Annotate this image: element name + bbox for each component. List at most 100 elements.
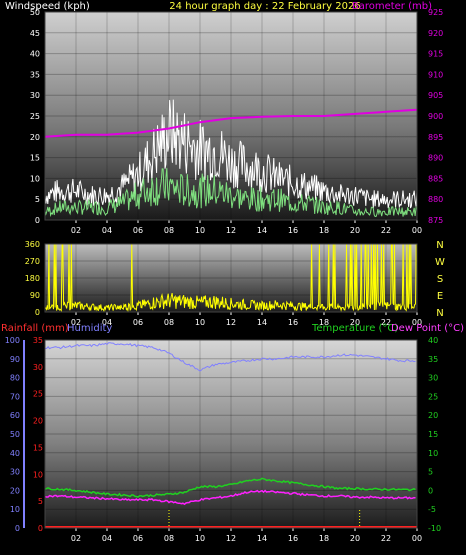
x-tick-label: 06 xyxy=(133,318,143,327)
x-tick-label: 00 xyxy=(412,534,422,543)
temperature-tick-label: 15 xyxy=(428,430,438,439)
x-tick-label: 04 xyxy=(102,318,112,327)
wind-average-series xyxy=(44,168,418,218)
compass-label: S xyxy=(437,274,443,285)
panel-border xyxy=(44,243,418,313)
x-tick-label: 00 xyxy=(412,318,422,327)
humidity-tick-label: 30 xyxy=(10,468,20,477)
windspeed-tick-label: 30 xyxy=(30,91,40,100)
rainfall-tick-label: 15 xyxy=(33,443,43,452)
temperature-tick-label: 0 xyxy=(428,486,433,495)
windspeed-axis-title: Windspeed (kph) xyxy=(5,1,90,12)
panel-border xyxy=(44,339,418,529)
rainfall-axis-title: Rainfall (mm) xyxy=(1,323,69,334)
rainfall-tick-label: 10 xyxy=(33,470,43,479)
x-tick-label: 20 xyxy=(350,226,360,235)
windspeed-tick-label: 25 xyxy=(30,112,40,121)
x-tick-label: 18 xyxy=(319,534,329,543)
x-tick-label: 18 xyxy=(319,226,329,235)
humidity-axis-title: Humidity xyxy=(67,323,112,334)
dewpoint-series xyxy=(44,489,416,506)
compass-label: E xyxy=(437,291,443,302)
humidity-tick-label: 100 xyxy=(5,336,20,345)
rainfall-tick-label: 5 xyxy=(38,497,43,506)
barometer-tick-label: 910 xyxy=(428,70,443,79)
rainfall-tick-label: 0 xyxy=(38,524,43,533)
chart-title: 24 hour graph day : 22 February 2026 xyxy=(169,1,360,12)
wind-direction-series xyxy=(44,243,417,313)
x-tick-label: 16 xyxy=(288,226,298,235)
temperature-tick-label: 5 xyxy=(428,468,433,477)
x-tick-label: 08 xyxy=(164,226,174,235)
x-tick-label: 12 xyxy=(226,318,236,327)
compass-label: N xyxy=(436,240,443,251)
rainfall-tick-label: 20 xyxy=(33,417,43,426)
temperature-tick-label: 30 xyxy=(428,374,438,383)
x-tick-label: 10 xyxy=(195,534,205,543)
direction-tick-label: 90 xyxy=(30,291,40,300)
windspeed-tick-label: 20 xyxy=(30,133,40,142)
temperature-tick-label: 40 xyxy=(428,336,438,345)
x-tick-label: 22 xyxy=(381,318,391,327)
x-tick-label: 00 xyxy=(412,226,422,235)
temperature-series xyxy=(44,477,416,498)
x-tick-label: 16 xyxy=(288,534,298,543)
humidity-tick-label: 70 xyxy=(10,392,20,401)
wind-gust-series xyxy=(44,99,418,209)
direction-tick-label: 360 xyxy=(25,240,40,249)
rainfall-tick-label: 35 xyxy=(33,336,43,345)
compass-label: N xyxy=(436,308,443,319)
windspeed-tick-label: 35 xyxy=(30,70,40,79)
x-tick-label: 04 xyxy=(102,534,112,543)
x-tick-label: 02 xyxy=(71,534,81,543)
x-tick-label: 14 xyxy=(257,534,267,543)
x-tick-label: 20 xyxy=(350,534,360,543)
compass-label: W xyxy=(435,257,445,268)
x-tick-label: 10 xyxy=(195,318,205,327)
direction-tick-label: 270 xyxy=(25,257,40,266)
temperature-tick-label: -10 xyxy=(428,524,441,533)
barometer-tick-label: 875 xyxy=(428,216,443,225)
windspeed-tick-label: 40 xyxy=(30,50,40,59)
barometer-tick-label: 895 xyxy=(428,133,443,142)
windspeed-tick-label: 15 xyxy=(30,154,40,163)
direction-tick-label: 180 xyxy=(25,274,40,283)
rainfall-tick-label: 30 xyxy=(33,363,43,372)
windspeed-tick-label: 50 xyxy=(30,8,40,17)
barometer-tick-label: 920 xyxy=(428,29,443,38)
x-tick-label: 22 xyxy=(381,226,391,235)
windspeed-tick-label: 0 xyxy=(35,216,40,225)
temperature-tick-label: 35 xyxy=(428,355,438,364)
x-tick-label: 20 xyxy=(350,318,360,327)
barometer-tick-label: 880 xyxy=(428,195,443,204)
humidity-tick-label: 20 xyxy=(10,486,20,495)
x-tick-label: 08 xyxy=(164,318,174,327)
panel-border xyxy=(44,11,418,221)
x-tick-label: 14 xyxy=(257,226,267,235)
humidity-tick-label: 80 xyxy=(10,374,20,383)
rainfall-tick-label: 25 xyxy=(33,390,43,399)
x-tick-label: 12 xyxy=(226,534,236,543)
humidity-series xyxy=(44,342,416,372)
windspeed-tick-label: 45 xyxy=(30,29,40,38)
temperature-tick-label: 20 xyxy=(428,411,438,420)
x-tick-label: 04 xyxy=(102,226,112,235)
x-tick-label: 14 xyxy=(257,318,267,327)
humidity-tick-label: 0 xyxy=(15,524,20,533)
temperature-tick-label: 25 xyxy=(428,392,438,401)
barometer-tick-label: 885 xyxy=(428,174,443,183)
humidity-tick-label: 40 xyxy=(10,449,20,458)
x-tick-label: 02 xyxy=(71,318,81,327)
x-tick-label: 16 xyxy=(288,318,298,327)
x-tick-label: 18 xyxy=(319,318,329,327)
barometer-series xyxy=(44,108,418,138)
temperature-tick-label: -5 xyxy=(428,505,436,514)
direction-tick-label: 0 xyxy=(35,308,40,317)
humidity-tick-label: 10 xyxy=(10,505,20,514)
wind-panel xyxy=(45,12,417,220)
temperature-axis-title: Temperature (°C) xyxy=(311,323,398,334)
barometer-tick-label: 905 xyxy=(428,91,443,100)
barometer-axis-title: Barometer (mb) xyxy=(352,1,432,12)
x-tick-label: 12 xyxy=(226,226,236,235)
